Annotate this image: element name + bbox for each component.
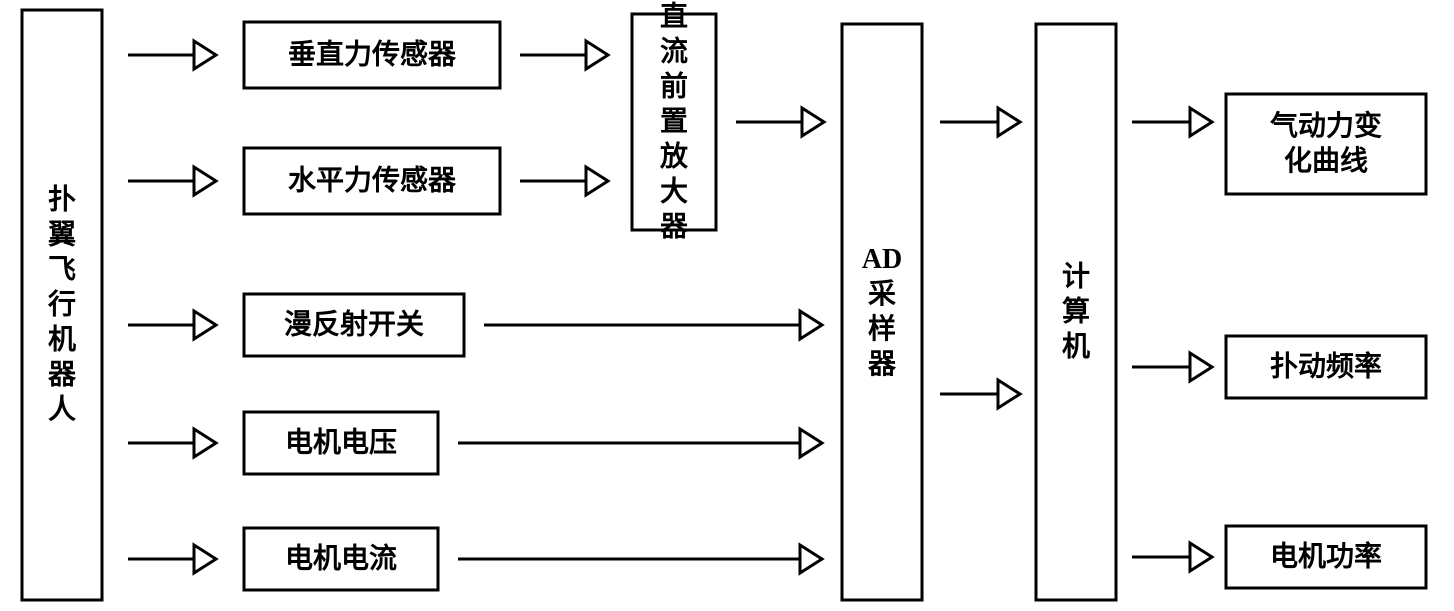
svg-text:漫反射开关: 漫反射开关 [284,308,424,340]
box-vforce: 垂直力传感器 [244,22,500,88]
arrow-computer-to-out3 [1132,543,1212,571]
svg-text:器: 器 [659,211,689,242]
svg-text:置: 置 [660,106,688,137]
svg-text:机: 机 [1062,330,1090,362]
arrow-adc-to-computer [940,108,1020,136]
svg-text:采: 采 [868,278,896,310]
arrow-hforce-to-amp [520,167,608,195]
arrow-computer-to-out2 [1132,353,1212,381]
svg-text:前: 前 [660,69,688,102]
svg-text:电机电流: 电机电流 [285,542,397,574]
svg-text:电机电压: 电机电压 [285,426,397,458]
box-out2: 扑动频率 [1226,336,1426,398]
svg-text:化曲线: 化曲线 [1284,145,1368,177]
box-adc: AD采样器 [842,24,922,600]
svg-text:电机功率: 电机功率 [1270,539,1382,572]
arrow-adc-to-computer [940,380,1020,408]
arrow-source-to-current [128,545,216,573]
svg-text:直: 直 [660,0,688,32]
arrow-vforce-to-amp [520,41,608,69]
box-amp: 直流前置放大器 [632,0,716,242]
arrow-voltage-to-adc [458,429,822,457]
svg-text:气动力变: 气动力变 [1269,109,1382,142]
box-source: 扑翼飞行机器人 [22,10,102,600]
svg-text:垂直力传感器: 垂直力传感器 [288,38,457,70]
svg-text:扑: 扑 [48,183,76,215]
box-voltage: 电机电压 [244,412,438,474]
svg-text:飞: 飞 [48,254,76,285]
arrow-source-to-voltage [128,429,216,457]
arrow-switch-to-adc [484,311,822,339]
box-computer: 计算机 [1036,24,1116,600]
svg-text:算: 算 [1062,294,1090,327]
svg-text:机: 机 [48,323,76,355]
svg-text:放: 放 [659,139,689,172]
svg-text:翼: 翼 [48,218,76,250]
box-switch: 漫反射开关 [244,294,464,356]
svg-text:扑动频率: 扑动频率 [1270,349,1382,382]
arrow-computer-to-out1 [1132,108,1212,136]
svg-text:样: 样 [868,312,896,345]
svg-text:行: 行 [47,287,76,320]
box-current: 电机电流 [244,528,438,590]
svg-text:计: 计 [1062,260,1090,292]
svg-text:人: 人 [48,393,76,425]
svg-text:水平力传感器: 水平力传感器 [288,164,457,196]
box-hforce: 水平力传感器 [244,148,500,214]
box-out3: 电机功率 [1226,526,1426,588]
svg-text:流: 流 [660,35,688,67]
arrow-source-to-switch [128,311,216,339]
arrow-source-to-hforce [128,167,216,195]
arrow-amp-to-adc [736,108,824,136]
svg-text:器: 器 [47,359,77,390]
svg-text:器: 器 [867,349,897,380]
svg-text:大: 大 [660,175,688,207]
arrow-source-to-vforce [128,41,216,69]
box-out1: 气动力变化曲线 [1226,94,1426,194]
svg-text:AD: AD [862,244,902,275]
arrow-current-to-adc [458,545,822,573]
